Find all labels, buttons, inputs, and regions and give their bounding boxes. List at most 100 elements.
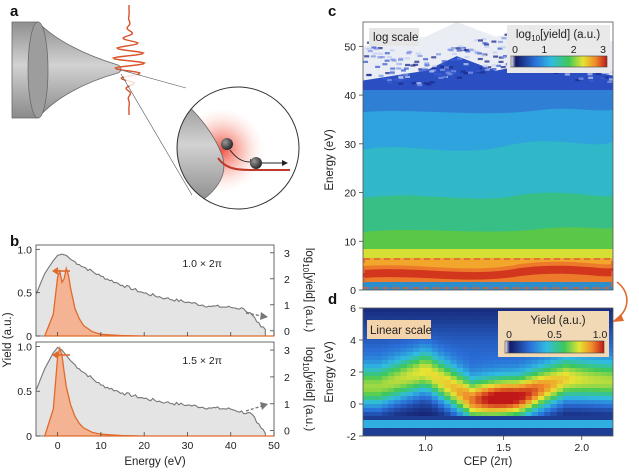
- noise-pixel: [382, 63, 388, 66]
- panel-d: d Linear scale Yield (a.u.) 0 0.5 1.0 -2 0 2…: [324, 291, 614, 468]
- heatmap-d-cell: [581, 432, 589, 436]
- heatmap-d-cell: [450, 408, 458, 413]
- heatmap-d-cell: [475, 336, 483, 341]
- heatmap-d-cell: [444, 368, 451, 373]
- heatmap-d-cell: [506, 356, 514, 361]
- annotation-top: 1.0 × 2π: [182, 258, 222, 270]
- heatmap-d-cell: [488, 392, 495, 397]
- heatmap-d-cell: [413, 416, 420, 421]
- heatmap-d-cell: [406, 408, 414, 413]
- heatmap-d-cell: [600, 412, 608, 417]
- heatmap-d-cell: [444, 400, 451, 405]
- heatmap-d-cell: [481, 388, 489, 393]
- y-tick-label: 0: [350, 399, 356, 411]
- heatmap-d-cell: [463, 420, 470, 425]
- heatmap-d-cell: [394, 372, 401, 377]
- heatmap-d-cell: [506, 432, 514, 436]
- heatmap-d-cell: [494, 368, 501, 373]
- heatmap-d-cell: [600, 408, 608, 413]
- heatmap-d-cell: [594, 408, 601, 413]
- heatmap-d-cell: [488, 312, 495, 317]
- heatmap-d-cell: [381, 428, 389, 433]
- heatmap-d-cell: [475, 308, 483, 313]
- heatmap-d-cell: [606, 420, 613, 425]
- heatmap-d-cell: [444, 360, 451, 365]
- heatmap-d-cell: [444, 324, 451, 329]
- heatmap-d-cell: [556, 384, 564, 389]
- heatmap-d-cell: [419, 376, 426, 381]
- heatmap-d-cell: [556, 420, 564, 425]
- heatmap-d-cell: [544, 388, 551, 393]
- noise-pixel: [603, 76, 609, 79]
- heatmap-d-cell: [463, 412, 470, 417]
- heatmap-d-cell: [363, 352, 370, 357]
- heatmap-d-cell: [438, 344, 445, 349]
- noise-pixel: [417, 54, 423, 57]
- heatmap-d-cell: [363, 368, 370, 373]
- heatmap-d-cell: [600, 432, 608, 436]
- heatmap-d-cell: [550, 384, 558, 389]
- heatmap-d-cell: [444, 412, 451, 417]
- heatmap-d-cell: [450, 412, 458, 417]
- noise-pixel: [373, 47, 379, 50]
- heatmap-d-cell: [431, 372, 439, 377]
- panel-b-ylabel-right: log10[yield] (a.u.): [301, 248, 315, 333]
- left-tick-label: 0: [26, 431, 32, 443]
- noise-pixel: [415, 52, 421, 55]
- heatmap-d-cell: [581, 424, 589, 429]
- heatmap-d-cell: [406, 348, 414, 353]
- log-yield-area-top: [35, 253, 266, 337]
- heatmap-d-cell: [550, 388, 558, 393]
- noise-pixel: [431, 56, 437, 59]
- heatmap-d-cell: [394, 316, 401, 321]
- heatmap-d-cell: [481, 340, 489, 345]
- right-axis-arrowhead-top: [260, 312, 268, 320]
- heatmap-d-cell: [475, 396, 483, 401]
- heatmap-d-cell: [375, 424, 383, 429]
- colorbar-c-tick: 0: [512, 44, 518, 56]
- heatmap-d-cell: [413, 404, 420, 409]
- heatmap-d-cell: [381, 356, 389, 361]
- heatmap-d-cell: [600, 392, 608, 397]
- heatmap-d-cell: [463, 360, 470, 365]
- heatmap-d-cell: [488, 360, 495, 365]
- heatmap-d-cell: [444, 312, 451, 317]
- heatmap-d-cell: [475, 312, 483, 317]
- heatmap-d-cell: [600, 364, 608, 369]
- heatmap-d-cell: [381, 412, 389, 417]
- heatmap-d-cell: [406, 424, 414, 429]
- noise-pixel: [484, 60, 490, 63]
- noise-pixel: [442, 75, 447, 78]
- noise-pixel: [474, 39, 480, 42]
- heatmap-d-cell: [606, 344, 613, 349]
- heatmap-d-cell: [575, 412, 583, 417]
- heatmap-d-cell: [494, 384, 501, 389]
- heatmap-d-cell: [488, 316, 495, 321]
- heatmap-d-cell: [381, 384, 389, 389]
- heatmap-d-cell: [419, 372, 426, 377]
- heatmap-d-cell: [394, 416, 401, 421]
- heatmap-d-cell: [463, 332, 470, 337]
- heatmap-d-cell: [488, 416, 495, 421]
- heatmap-d-cell: [581, 356, 589, 361]
- heatmap-d-cell: [538, 396, 545, 401]
- heatmap-d-cell: [563, 424, 570, 429]
- heatmap-d-cell: [506, 396, 514, 401]
- heatmap-d-cell: [538, 364, 545, 369]
- nanotip-base: [27, 21, 49, 119]
- heatmap-d-cell: [381, 408, 389, 413]
- heatmap-d-cell: [469, 420, 476, 425]
- heatmap-d-cell: [431, 360, 439, 365]
- heatmap-d-cell: [600, 424, 608, 429]
- heatmap-d-cell: [538, 412, 545, 417]
- heatmap-d-cell: [513, 368, 520, 373]
- heatmap-d-cell: [481, 352, 489, 357]
- heatmap-d-cell: [438, 308, 445, 313]
- noise-pixel: [465, 50, 471, 53]
- heatmap-d-cell: [544, 368, 551, 373]
- heatmap-d-cell: [563, 356, 570, 361]
- heatmap-d-cell: [419, 420, 426, 425]
- heatmap-d-cell: [519, 368, 526, 373]
- heatmap-d-cell: [381, 416, 389, 421]
- heatmap-d-cell: [581, 416, 589, 421]
